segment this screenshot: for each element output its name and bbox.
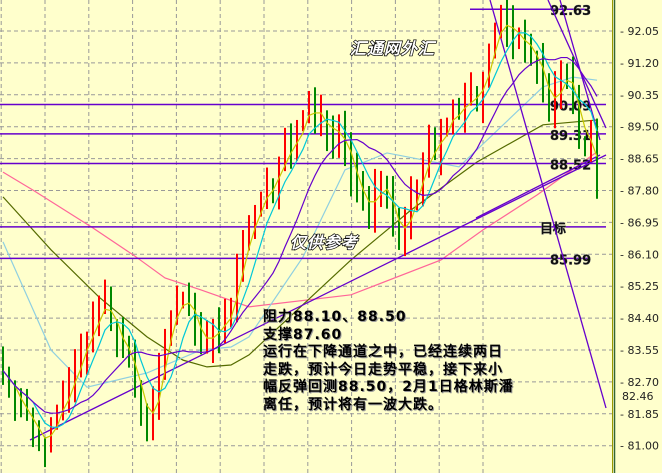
watermark-logo: 汇通网外汇 [350, 39, 437, 58]
y-tick-label: - 81.85 [620, 408, 659, 421]
note-line: 支撑87.60 [263, 326, 343, 343]
y-tick-label: - 82.70 [620, 376, 659, 389]
trend-line [475, 154, 601, 219]
y-tick-label: - 85.25 [620, 280, 659, 293]
note-line: 走跌，预计今日走势平稳，接下来小 [263, 361, 503, 378]
level-label: 92.63 [550, 4, 591, 19]
level-label: 90.09 [550, 100, 591, 115]
note-line: 运行在下降通道之中，已经连续两日 [263, 344, 503, 360]
y-tick-label: - 83.55 [620, 344, 659, 357]
moving-average-line [2, 76, 598, 388]
trend-line [489, 0, 607, 409]
watermark-disclaimer: 仅供参考 [290, 233, 359, 252]
y-tick-label: - 89.50 [620, 121, 659, 134]
level-label: 89.31 [550, 129, 591, 144]
y-tick-label: - 87.80 [620, 185, 659, 198]
moving-average-line [2, 56, 598, 414]
moving-average-line [2, 32, 598, 429]
y-tick-label: - 86.10 [620, 248, 659, 261]
level-label: 85.99 [550, 253, 591, 268]
note-line: 阻力88.10、88.50 [263, 309, 407, 325]
trend-line [547, 0, 607, 129]
moving-average-line [2, 151, 598, 308]
note-line: 离任，预计将有一波大跌。 [263, 396, 443, 413]
level-label: 目标 [540, 221, 566, 237]
note-line: 幅反弹回测88.50，2月1日格林斯潘 [263, 379, 514, 395]
price-axis [612, 0, 662, 473]
y-tick-label: - 92.05 [620, 25, 659, 38]
y-tick-label: - 81.00 [620, 440, 659, 453]
current-price-label: 82.46 [622, 390, 654, 403]
level-label: 88.52 [550, 158, 591, 173]
trend-line [29, 154, 607, 441]
moving-average-line [2, 24, 598, 439]
y-tick-label: - 86.95 [620, 216, 659, 229]
y-tick-label: - 88.65 [620, 153, 659, 166]
analysis-note: 阻力88.10、88.50 支撑87.60 运行在下降通道之中，已经连续两日 走… [263, 309, 608, 415]
y-tick-label: - 90.35 [620, 89, 659, 102]
y-tick-label: - 84.40 [620, 312, 659, 325]
y-tick-label: - 91.20 [620, 57, 659, 70]
